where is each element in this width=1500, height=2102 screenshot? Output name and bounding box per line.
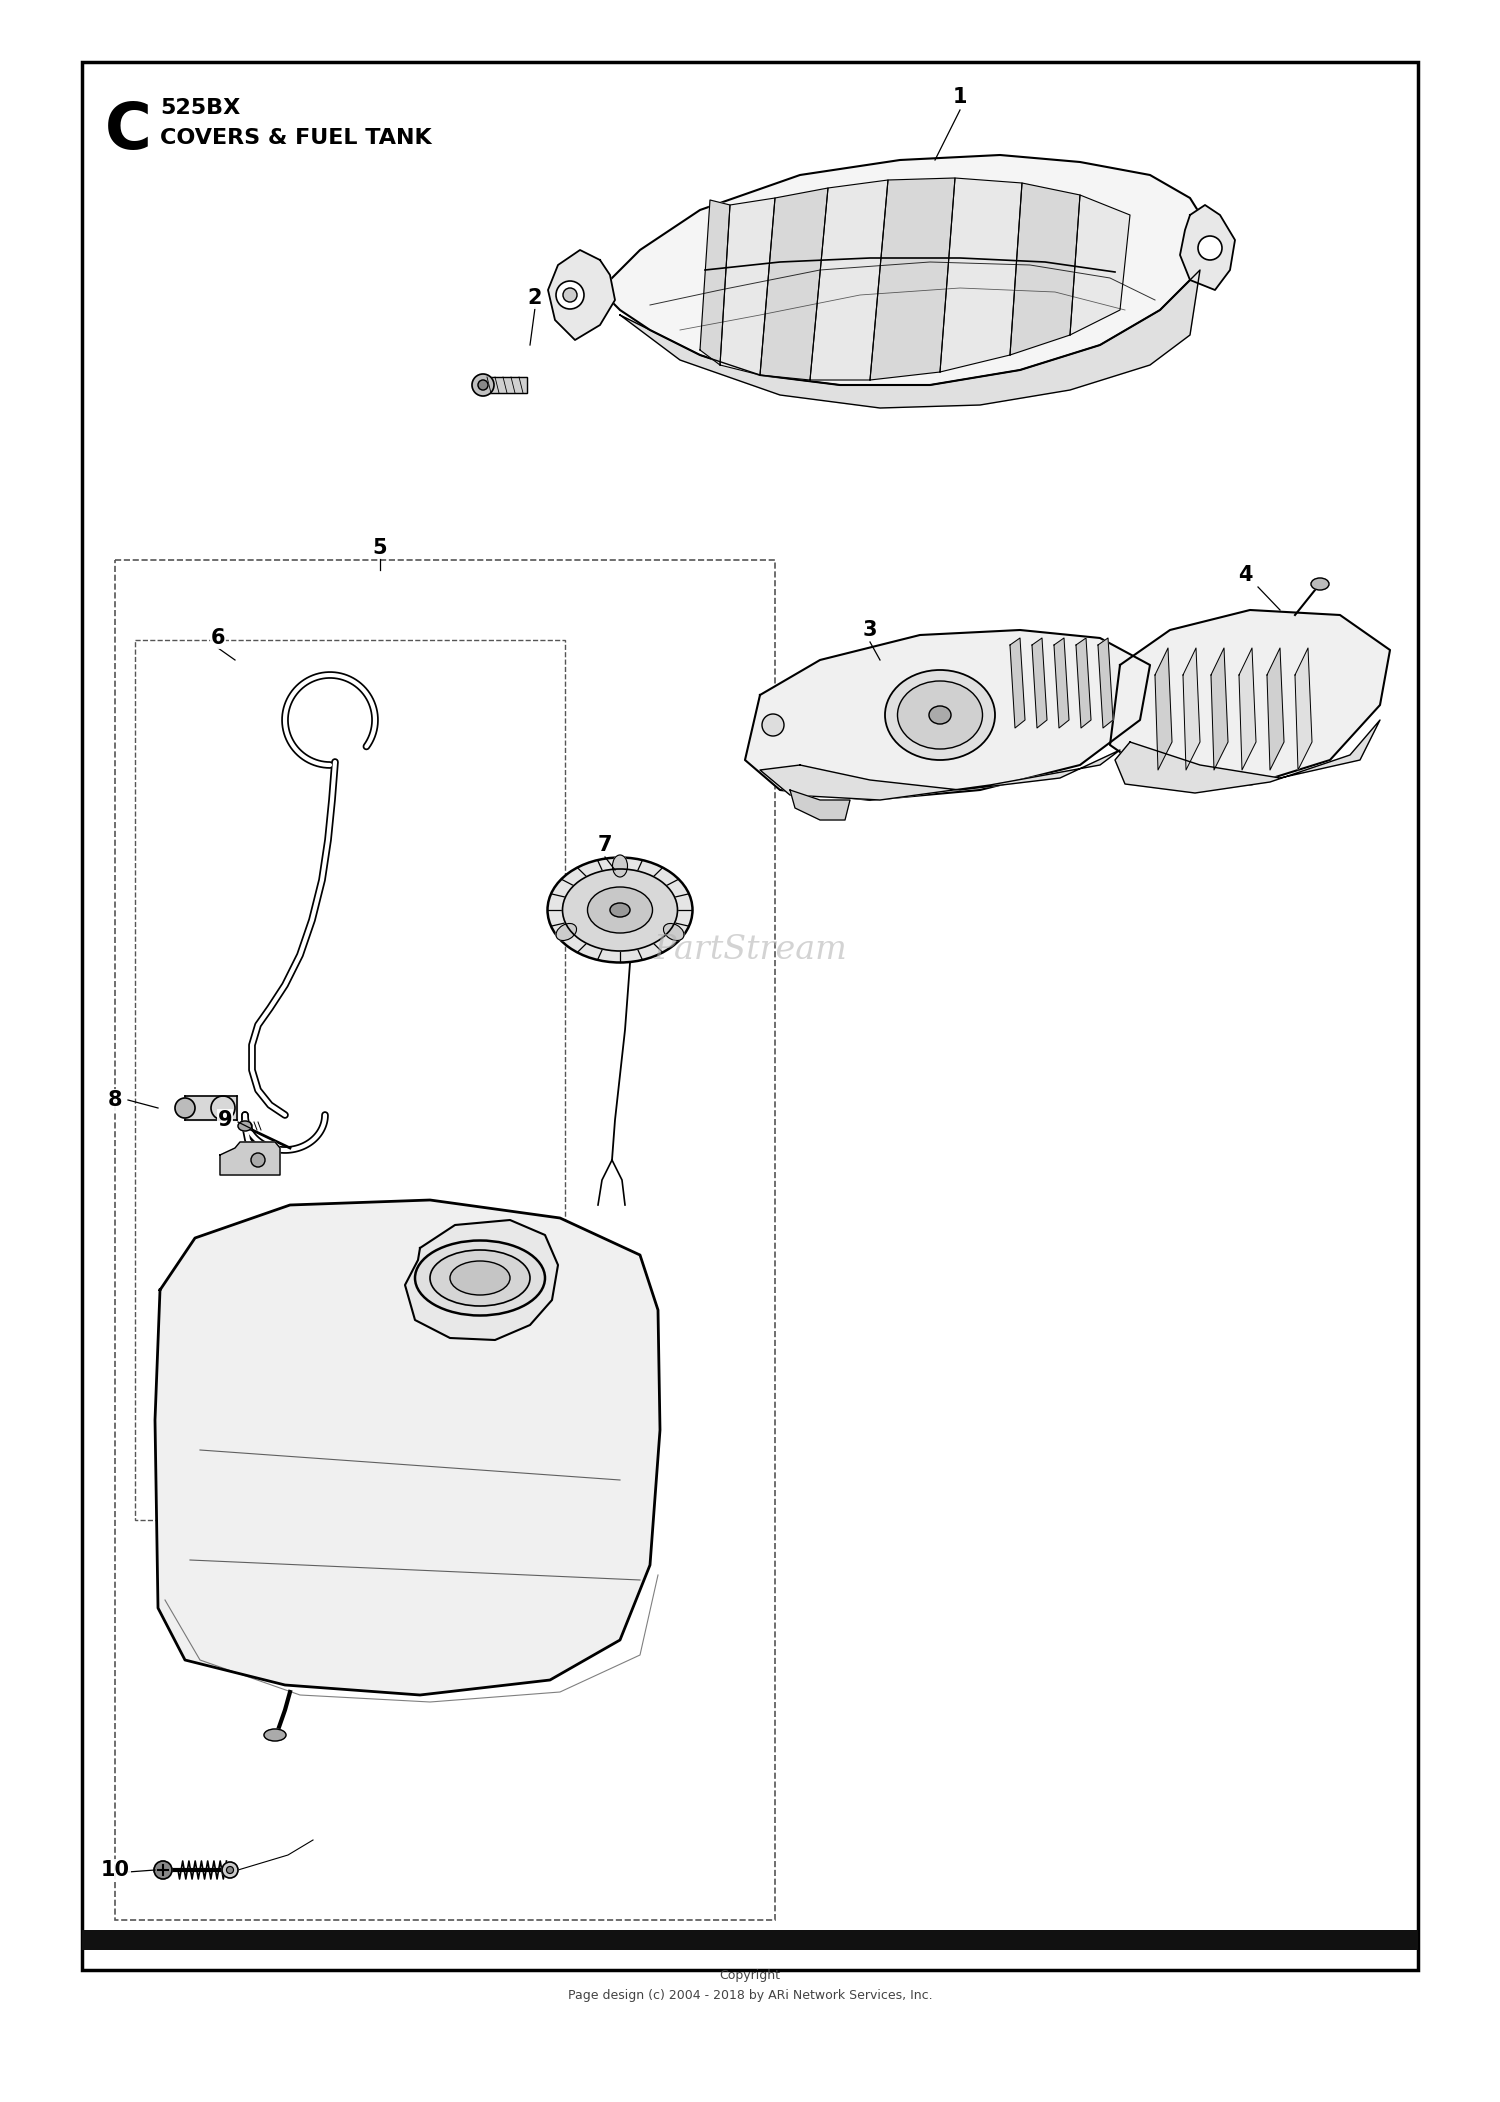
Ellipse shape — [762, 715, 784, 736]
Polygon shape — [220, 1141, 280, 1175]
Ellipse shape — [562, 868, 678, 950]
Polygon shape — [870, 179, 956, 380]
Polygon shape — [1054, 639, 1070, 727]
Polygon shape — [1239, 647, 1256, 769]
Text: 525BX: 525BX — [160, 99, 240, 118]
Text: 8: 8 — [108, 1091, 123, 1110]
Bar — [82, 1930, 1417, 1951]
Polygon shape — [1294, 647, 1312, 769]
Polygon shape — [1076, 639, 1090, 727]
Text: 5: 5 — [372, 538, 387, 557]
Text: 4: 4 — [1238, 565, 1252, 584]
Polygon shape — [1032, 639, 1047, 727]
Ellipse shape — [478, 380, 488, 391]
Ellipse shape — [663, 923, 684, 940]
Polygon shape — [405, 1219, 558, 1339]
Ellipse shape — [556, 282, 584, 309]
Ellipse shape — [885, 671, 995, 761]
Text: 2: 2 — [528, 288, 543, 309]
Polygon shape — [620, 269, 1200, 408]
Bar — [82, 61, 1417, 1970]
Polygon shape — [1110, 610, 1390, 784]
Polygon shape — [760, 750, 1120, 801]
Ellipse shape — [897, 681, 983, 748]
Ellipse shape — [154, 1860, 172, 1879]
Bar — [483, 376, 526, 393]
Ellipse shape — [238, 1120, 252, 1131]
Ellipse shape — [610, 904, 630, 916]
Ellipse shape — [211, 1095, 236, 1120]
Polygon shape — [1180, 206, 1234, 290]
Ellipse shape — [176, 1097, 195, 1118]
Polygon shape — [810, 181, 888, 380]
Ellipse shape — [251, 1154, 266, 1167]
Polygon shape — [1114, 721, 1380, 792]
Ellipse shape — [450, 1261, 510, 1295]
Polygon shape — [600, 156, 1210, 385]
Bar — [116, 559, 776, 1919]
Text: 10: 10 — [100, 1860, 129, 1879]
Text: 6: 6 — [210, 628, 225, 647]
Text: Page design (c) 2004 - 2018 by ARi Network Services, Inc.: Page design (c) 2004 - 2018 by ARi Netwo… — [567, 1988, 933, 2001]
Text: COVERS & FUEL TANK: COVERS & FUEL TANK — [160, 128, 432, 147]
Ellipse shape — [416, 1240, 544, 1316]
Text: 7: 7 — [597, 834, 612, 856]
Polygon shape — [1268, 647, 1284, 769]
Polygon shape — [1098, 639, 1113, 727]
Polygon shape — [154, 1200, 660, 1694]
Ellipse shape — [430, 1251, 530, 1305]
Ellipse shape — [562, 288, 578, 303]
Text: 1: 1 — [952, 86, 968, 107]
Polygon shape — [746, 631, 1150, 801]
Ellipse shape — [1311, 578, 1329, 591]
Ellipse shape — [472, 374, 494, 395]
Polygon shape — [720, 198, 776, 374]
Bar — [135, 639, 566, 1520]
Polygon shape — [940, 179, 1022, 372]
Polygon shape — [1155, 647, 1172, 769]
Ellipse shape — [928, 706, 951, 723]
Polygon shape — [790, 790, 850, 820]
Ellipse shape — [222, 1862, 238, 1877]
Polygon shape — [760, 187, 828, 380]
Text: 9: 9 — [217, 1110, 232, 1131]
Text: Copyright: Copyright — [720, 1967, 780, 1982]
Text: 3: 3 — [862, 620, 877, 639]
Ellipse shape — [226, 1867, 234, 1873]
Ellipse shape — [548, 858, 693, 963]
Polygon shape — [1070, 195, 1130, 334]
Ellipse shape — [1198, 235, 1222, 261]
Polygon shape — [548, 250, 615, 341]
Ellipse shape — [556, 923, 576, 940]
Polygon shape — [1210, 647, 1228, 769]
Bar — [184, 1095, 237, 1120]
Ellipse shape — [588, 887, 652, 933]
Text: C: C — [105, 101, 152, 162]
Polygon shape — [1010, 183, 1080, 355]
Polygon shape — [700, 200, 730, 366]
Polygon shape — [1010, 639, 1025, 727]
Text: PartStream: PartStream — [652, 933, 847, 967]
Ellipse shape — [612, 856, 627, 877]
Ellipse shape — [264, 1730, 286, 1740]
Bar — [483, 376, 526, 393]
Polygon shape — [1184, 647, 1200, 769]
